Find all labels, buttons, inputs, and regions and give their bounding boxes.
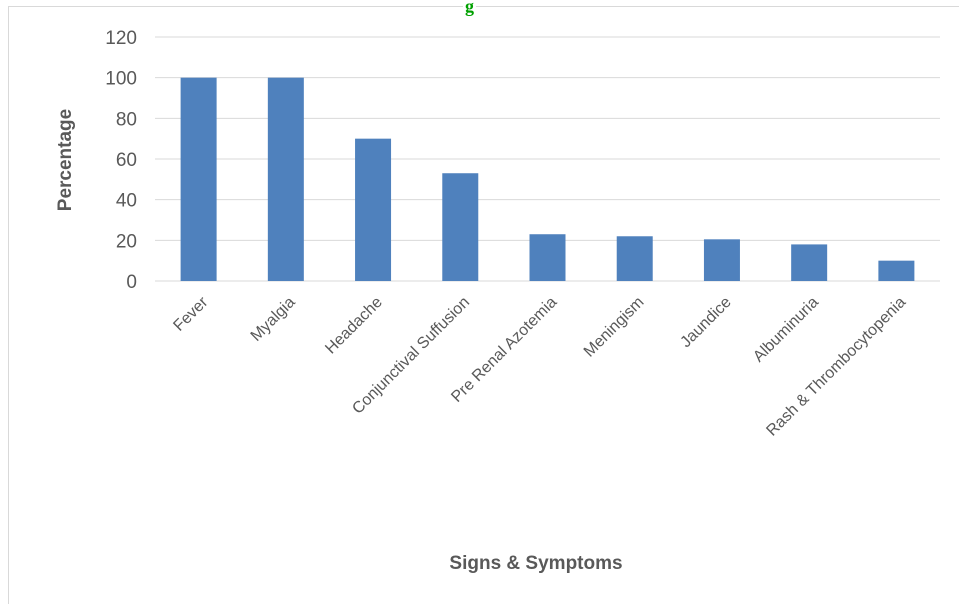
bar [616, 236, 653, 281]
bar [180, 77, 217, 282]
y-tick-label: 100 [105, 69, 137, 90]
y-tick-label: 60 [116, 150, 137, 171]
y-tick-label: 120 [105, 28, 137, 49]
bars [180, 77, 915, 282]
bar [703, 239, 740, 281]
x-category-label: Headache [322, 294, 386, 358]
x-category-label: Fever [170, 293, 211, 334]
bar [529, 234, 566, 281]
y-axis-title: Percentage [55, 109, 76, 211]
x-category-label: Albuminuria [750, 294, 822, 366]
bar [355, 138, 392, 281]
chart-frame: g [8, 0, 959, 604]
x-category-label: Meningism [581, 294, 648, 361]
y-tick-label: 0 [126, 272, 137, 293]
y-tick-label: 80 [116, 109, 137, 130]
bar [878, 260, 915, 281]
x-axis-title: Signs & Symptoms [449, 553, 622, 574]
y-tick-labels: 0 20 40 60 80 100 120 [105, 28, 137, 293]
bar [791, 244, 828, 281]
chart-title-fragment: g [463, 0, 476, 15]
bar [267, 77, 304, 282]
x-category-label: Myalgia [248, 294, 299, 345]
x-category-label: Rash & Thrombocytopenia [763, 294, 909, 440]
x-category-label: Jaundice [677, 294, 734, 351]
bar [442, 173, 479, 281]
y-tick-label: 20 [116, 231, 137, 252]
y-tick-label: 40 [116, 191, 137, 212]
